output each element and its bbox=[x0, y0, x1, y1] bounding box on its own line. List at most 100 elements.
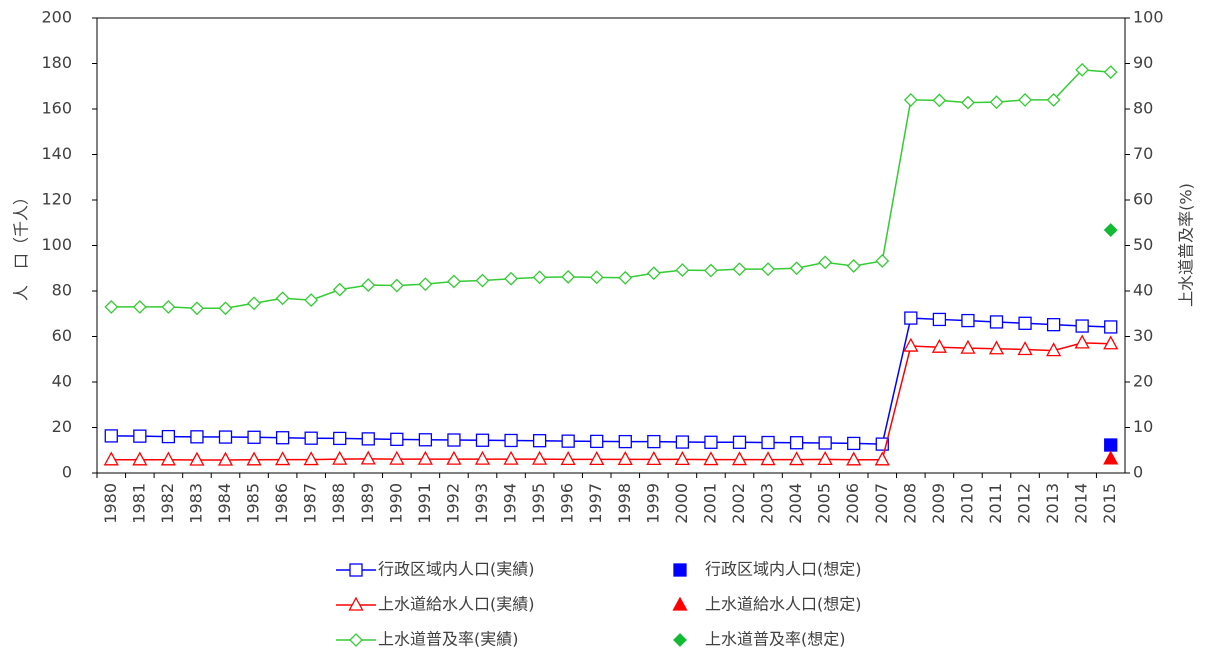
data-point bbox=[103, 451, 119, 466]
x-tick-label: 2011 bbox=[986, 483, 1005, 524]
x-tick-label: 1997 bbox=[586, 483, 605, 524]
legend-marker bbox=[673, 633, 687, 647]
data-point bbox=[846, 451, 862, 466]
x-tick-label: 1984 bbox=[215, 483, 234, 524]
data-point bbox=[389, 278, 404, 293]
data-point bbox=[818, 436, 832, 450]
data-point bbox=[903, 337, 919, 352]
data-point bbox=[1103, 450, 1119, 465]
data-point bbox=[1075, 62, 1090, 77]
data-point bbox=[988, 340, 1005, 355]
y-tick-label: 100 bbox=[41, 235, 72, 254]
y2-tick-label: 50 bbox=[1133, 235, 1153, 254]
x-tick-label: 2002 bbox=[729, 483, 748, 524]
data-point bbox=[674, 450, 690, 465]
x-tick-label: 2010 bbox=[957, 483, 976, 524]
data-point bbox=[1103, 223, 1118, 237]
legend-marker bbox=[349, 563, 363, 577]
data-point bbox=[589, 450, 605, 465]
data-point bbox=[961, 313, 975, 328]
x-tick-label: 1983 bbox=[186, 483, 205, 524]
data-point bbox=[446, 450, 462, 465]
data-point bbox=[789, 261, 804, 276]
data-point bbox=[846, 259, 861, 273]
data-point bbox=[589, 270, 604, 285]
data-point bbox=[275, 451, 291, 466]
data-point bbox=[760, 451, 776, 466]
data-point bbox=[417, 450, 433, 465]
x-tick-label: 2001 bbox=[700, 483, 719, 524]
data-point bbox=[504, 271, 518, 286]
data-point bbox=[247, 430, 261, 444]
data-point bbox=[532, 434, 547, 448]
x-tick-label: 1995 bbox=[529, 483, 548, 524]
x-tick-label: 2014 bbox=[1072, 483, 1091, 524]
data-point bbox=[247, 296, 261, 311]
data-point bbox=[675, 435, 690, 449]
x-tick-label: 2003 bbox=[758, 483, 777, 524]
data-point bbox=[132, 300, 147, 314]
data-point bbox=[732, 435, 747, 449]
data-point bbox=[475, 433, 490, 447]
y2-tick-label: 10 bbox=[1133, 417, 1153, 436]
data-point bbox=[646, 450, 662, 465]
x-tick-label: 1994 bbox=[501, 483, 520, 524]
data-point bbox=[989, 95, 1004, 110]
x-tick-label: 2015 bbox=[1100, 483, 1119, 524]
data-point bbox=[1017, 341, 1033, 356]
data-point bbox=[761, 262, 775, 277]
y2-tick-label: 30 bbox=[1133, 326, 1153, 345]
x-tick-label: 1993 bbox=[472, 483, 491, 524]
x-tick-label: 2000 bbox=[672, 483, 691, 524]
data-point bbox=[904, 311, 918, 325]
x-tick-label: 2008 bbox=[900, 483, 919, 524]
data-point bbox=[160, 451, 176, 466]
data-point bbox=[960, 339, 976, 354]
data-point bbox=[133, 429, 147, 443]
series-line bbox=[111, 69, 1111, 310]
x-tick-label: 1989 bbox=[358, 483, 377, 524]
legend-label: 上水道給水人口(実績) bbox=[378, 595, 535, 614]
x-tick-label: 1999 bbox=[643, 483, 662, 524]
data-point bbox=[1018, 92, 1032, 107]
y2-tick-label: 70 bbox=[1133, 144, 1153, 163]
y2-tick-label: 90 bbox=[1133, 53, 1153, 72]
data-point bbox=[303, 451, 319, 466]
y2-tick-label: 60 bbox=[1133, 190, 1153, 209]
data-point bbox=[304, 431, 318, 445]
data-point bbox=[675, 263, 690, 277]
x-tick-label: 1982 bbox=[158, 483, 177, 524]
data-point bbox=[361, 278, 376, 293]
y-tick-label: 120 bbox=[41, 190, 72, 209]
data-point bbox=[1046, 342, 1062, 357]
data-point bbox=[333, 431, 347, 446]
data-point bbox=[475, 273, 490, 288]
data-point bbox=[817, 450, 833, 465]
data-point bbox=[503, 450, 519, 465]
data-point bbox=[561, 434, 575, 448]
y-tick-label: 40 bbox=[52, 372, 72, 391]
legend-marker bbox=[348, 596, 364, 611]
data-point bbox=[903, 92, 918, 107]
y2-tick-label: 80 bbox=[1133, 99, 1153, 118]
data-point bbox=[418, 433, 433, 447]
data-point bbox=[560, 450, 576, 465]
y-axis-label: 人 口（千人） bbox=[12, 189, 31, 301]
x-tick-label: 2009 bbox=[929, 483, 948, 524]
data-point bbox=[275, 291, 290, 306]
y-tick-label: 80 bbox=[52, 281, 72, 300]
y-tick-label: 200 bbox=[41, 8, 72, 27]
y2-tick-label: 20 bbox=[1133, 372, 1153, 391]
data-point bbox=[732, 262, 747, 277]
x-tick-label: 1992 bbox=[443, 483, 462, 524]
data-point bbox=[447, 433, 461, 447]
x-tick-label: 1987 bbox=[301, 483, 320, 524]
x-tick-label: 1985 bbox=[244, 483, 263, 524]
data-point bbox=[1103, 65, 1118, 80]
data-point bbox=[532, 270, 547, 285]
legend-marker bbox=[349, 633, 363, 647]
data-point bbox=[104, 429, 118, 443]
data-point bbox=[1103, 335, 1119, 350]
y2-tick-label: 40 bbox=[1133, 281, 1153, 300]
